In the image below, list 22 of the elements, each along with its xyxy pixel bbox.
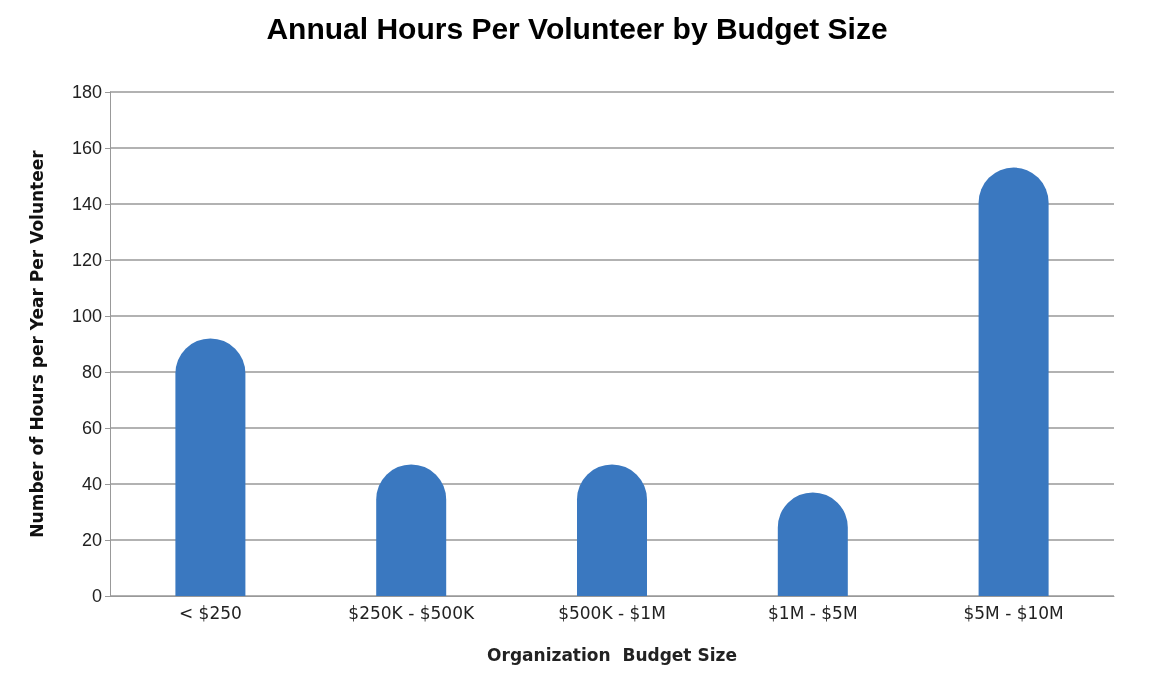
x-tick-label: $5M - $10M — [963, 602, 1064, 623]
x-tick-label: < $250 — [178, 602, 242, 623]
x-tick-label: $1M - $5M — [768, 602, 858, 623]
y-tick-label: 40 — [81, 474, 102, 494]
y-tick-label: 160 — [71, 138, 102, 158]
y-tick-label: 80 — [81, 362, 102, 382]
y-tick-label: 0 — [91, 586, 102, 606]
x-axis-title: Organization Budget Size — [487, 644, 737, 665]
bar — [175, 338, 246, 596]
y-tick-label: 100 — [71, 306, 102, 326]
y-tick-label: 140 — [71, 194, 102, 214]
y-tick-label: 20 — [81, 530, 102, 550]
x-tick-label: $250K - $500K — [348, 602, 475, 623]
bar — [376, 464, 447, 596]
y-axis-title: Number of Hours per Year Per Volunteer — [26, 149, 47, 538]
bar — [978, 167, 1049, 596]
chart-title: Annual Hours Per Volunteer by Budget Size — [266, 11, 888, 45]
y-tick-label: 180 — [71, 82, 102, 102]
bar — [577, 464, 647, 596]
y-tick-label: 60 — [81, 418, 102, 438]
y-tick-label: 120 — [71, 250, 102, 270]
x-tick-label: $500K - $1M — [558, 602, 666, 623]
